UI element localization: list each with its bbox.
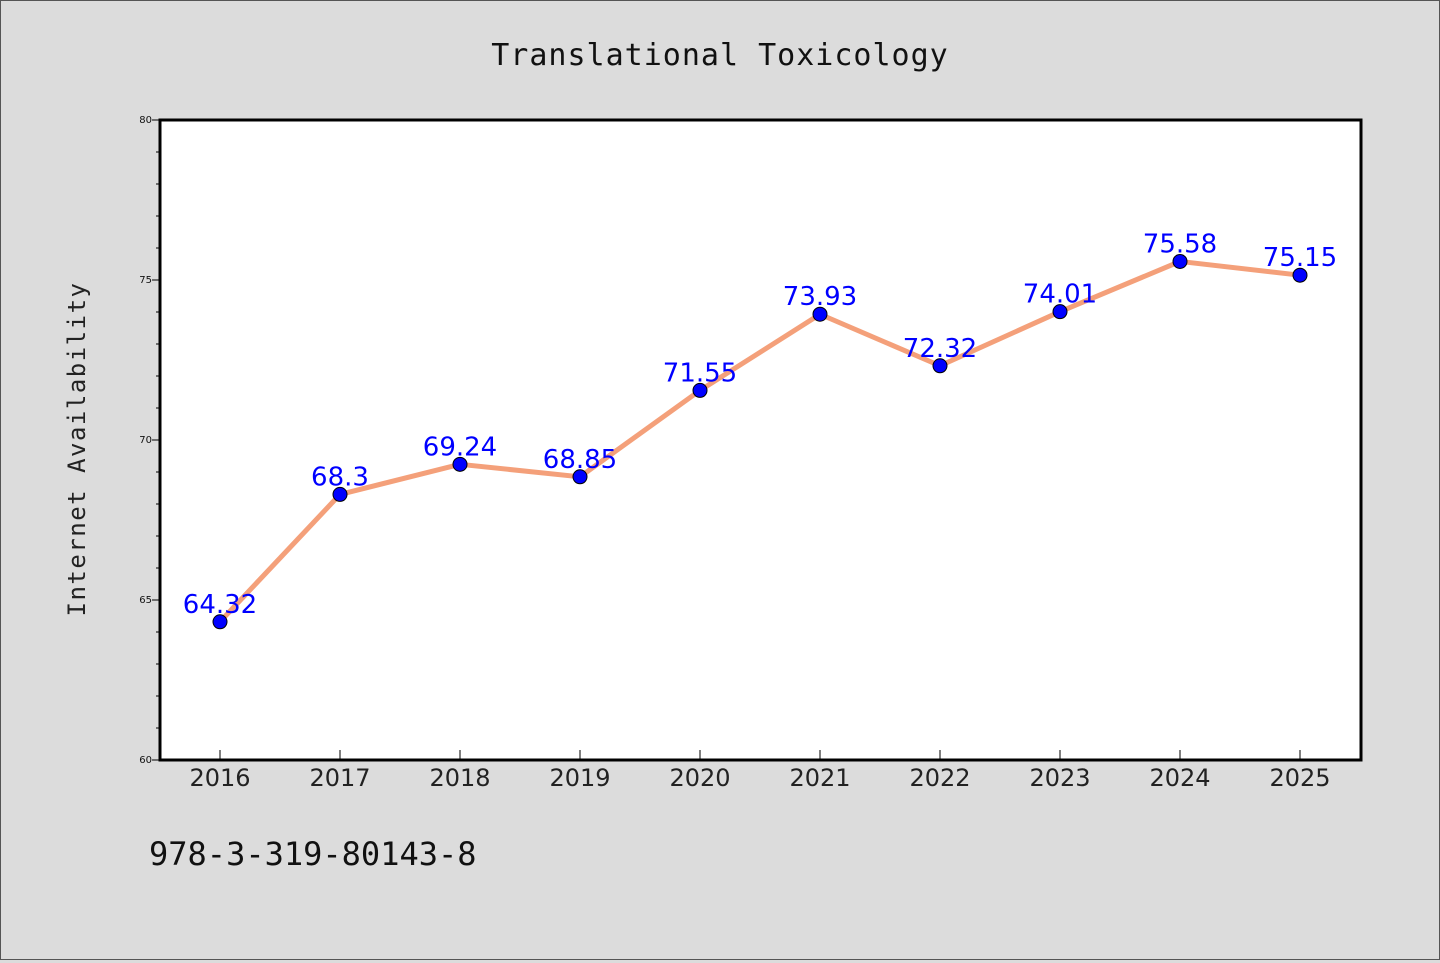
x-tick-label: 2023	[1029, 764, 1090, 792]
data-label: 64.32	[183, 590, 257, 620]
x-tick-label: 2016	[189, 764, 250, 792]
y-tick-label: 60	[139, 755, 152, 766]
x-tick-label: 2019	[549, 764, 610, 792]
data-point	[812, 306, 828, 322]
data-points	[212, 253, 1308, 630]
data-labels: 64.32 68.3 69.24 68.85 71.55 73.93 72.32 74.01 7…	[183, 229, 1337, 619]
series-line-group	[217, 258, 1303, 625]
x-tick-label: 2022	[909, 764, 970, 792]
y-tick-label: 70	[139, 435, 152, 446]
data-point	[1052, 304, 1068, 320]
data-label: 68.85	[543, 445, 617, 475]
data-label: 71.55	[663, 358, 737, 388]
data-label: 74.01	[1023, 280, 1097, 310]
x-tick-label: 2024	[1149, 764, 1210, 792]
y-axis-label: Internet Availability	[63, 282, 91, 617]
data-label: 73.93	[783, 282, 857, 312]
y-tick-label: 75	[139, 275, 152, 286]
data-point	[212, 614, 228, 630]
data-label: 68.3	[311, 462, 369, 492]
x-tick-label: 2020	[669, 764, 730, 792]
x-tick-label: 2018	[429, 764, 490, 792]
data-point	[932, 358, 948, 374]
x-tick-label: 2021	[789, 764, 850, 792]
y-tick-label: 65	[139, 595, 152, 606]
data-label: 69.24	[423, 432, 497, 462]
series-line	[217, 258, 1303, 625]
data-label: 75.58	[1143, 229, 1217, 259]
x-tick-label: 2025	[1269, 764, 1330, 792]
footer-isbn: 978-3-319-80143-8	[149, 835, 477, 873]
data-point	[452, 456, 468, 472]
chart-title: Translational Toxicology	[491, 38, 948, 73]
data-label: 72.32	[903, 334, 977, 364]
y-tick-label: 80	[139, 115, 152, 126]
plot-area	[158, 118, 1363, 762]
data-point	[692, 382, 708, 398]
data-point	[1172, 253, 1188, 269]
data-point	[332, 486, 348, 502]
data-point	[572, 469, 588, 485]
data-label: 75.15	[1263, 243, 1337, 273]
data-point	[1292, 267, 1308, 283]
x-tick-label: 2017	[309, 764, 370, 792]
axis-ticks: 60 65 70 75 80 2016 2017 2018 2019 2020 2021 2022 20…	[139, 115, 1330, 792]
